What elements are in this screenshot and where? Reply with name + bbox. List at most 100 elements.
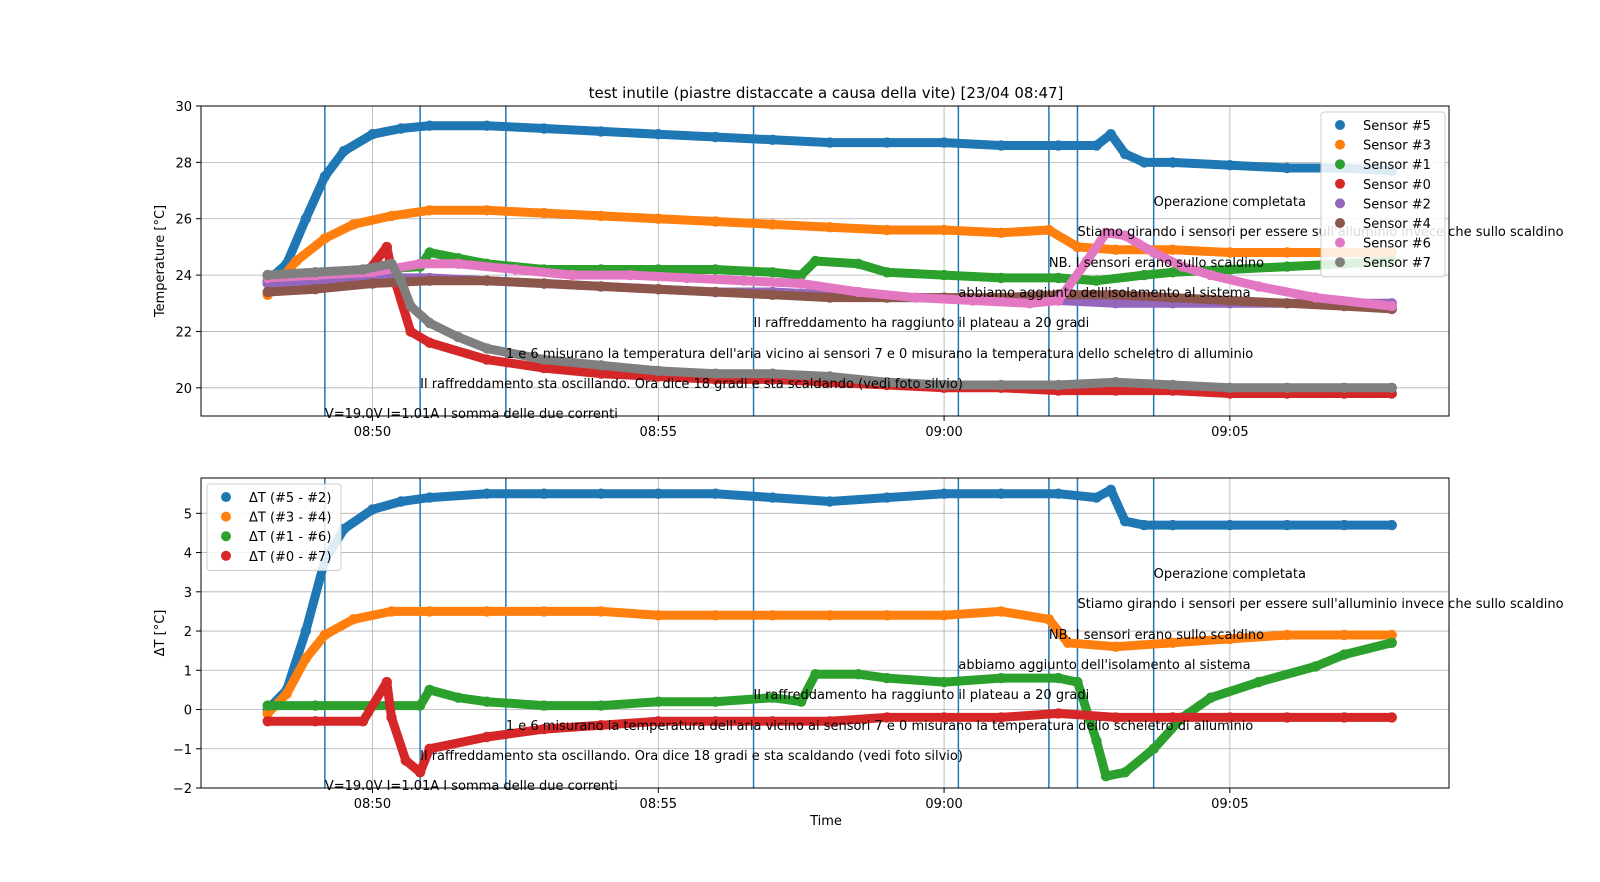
data-point xyxy=(538,123,550,134)
data-point xyxy=(938,137,950,148)
legend-label: Sensor #0 xyxy=(1363,178,1431,193)
legend-label: Sensor #5 xyxy=(1363,119,1431,134)
data-point xyxy=(481,606,492,617)
x-tick-label: 09:00 xyxy=(925,425,962,440)
event-annotation: NB. I sensori erano sullo scaldino xyxy=(1049,628,1264,643)
data-point xyxy=(1167,244,1178,255)
data-point xyxy=(938,488,950,499)
data-point xyxy=(710,264,721,275)
data-point xyxy=(400,755,411,766)
data-point xyxy=(996,606,1007,617)
data-point xyxy=(938,379,950,391)
data-point xyxy=(1072,241,1083,253)
data-point xyxy=(538,354,550,365)
legend-box xyxy=(1320,111,1446,278)
data-point xyxy=(510,264,521,275)
data-point xyxy=(824,496,835,507)
legend-marker xyxy=(221,492,231,502)
data-point xyxy=(395,123,407,134)
legend-marker xyxy=(1335,237,1345,248)
data-point xyxy=(424,205,435,216)
legend-label: Sensor #4 xyxy=(1363,217,1431,232)
data-point xyxy=(1224,295,1236,306)
data-point xyxy=(1053,379,1064,391)
data-point xyxy=(824,222,835,233)
y-tick-label: 1 xyxy=(184,664,192,679)
data-point xyxy=(996,227,1007,238)
event-annotation: 1 e 6 misurano la temperatura dell'aria … xyxy=(506,719,1253,734)
data-point xyxy=(481,120,492,131)
event-annotation: abbiamo aggiunto dell'isolamento al sist… xyxy=(958,658,1250,673)
data-point xyxy=(624,269,635,281)
data-point xyxy=(1105,129,1117,140)
data-point xyxy=(810,669,821,680)
data-point xyxy=(810,255,821,267)
data-point xyxy=(1167,157,1178,168)
data-point xyxy=(424,247,435,258)
data-point xyxy=(414,700,426,711)
data-point xyxy=(996,672,1007,684)
data-point xyxy=(310,716,321,727)
data-point xyxy=(1148,743,1159,754)
legend-marker xyxy=(1335,178,1345,189)
data-point xyxy=(386,606,397,617)
data-point xyxy=(357,264,369,275)
data-point xyxy=(357,716,369,727)
data-point xyxy=(653,213,664,224)
data-point xyxy=(1281,298,1293,309)
data-point xyxy=(881,267,893,278)
event-annotation: Operazione completata xyxy=(1154,195,1306,210)
data-point xyxy=(824,716,835,727)
data-point xyxy=(595,700,607,711)
data-point xyxy=(538,362,550,374)
data-point xyxy=(767,492,778,503)
data-point xyxy=(710,696,721,707)
event-annotation: abbiamo aggiunto dell'isolamento al sist… xyxy=(958,286,1250,301)
data-point xyxy=(738,275,750,286)
legend-label: Sensor #2 xyxy=(1363,197,1431,212)
data-point xyxy=(824,371,835,382)
legend-box xyxy=(206,483,342,571)
data-point xyxy=(424,606,435,617)
data-point xyxy=(710,610,721,621)
data-point xyxy=(424,743,435,754)
data-point xyxy=(1281,712,1293,723)
data-point xyxy=(1386,637,1398,648)
legend-label: Sensor #7 xyxy=(1363,256,1431,271)
data-point xyxy=(300,213,311,224)
data-point xyxy=(386,712,397,723)
data-point xyxy=(424,337,435,348)
data-point xyxy=(538,606,550,617)
data-point xyxy=(1339,649,1350,660)
x-tick-label: 09:05 xyxy=(1211,797,1248,812)
legend-marker xyxy=(1335,120,1345,130)
legend-label: ΔT (#1 - #6) xyxy=(249,530,331,545)
data-point xyxy=(538,207,550,219)
data-point xyxy=(481,731,492,743)
data-point xyxy=(481,275,492,286)
data-point xyxy=(595,126,607,137)
data-point xyxy=(1167,519,1178,531)
data-point xyxy=(710,216,721,227)
data-point xyxy=(938,269,950,281)
y-tick-label: 0 xyxy=(184,704,192,719)
x-tick-label: 08:55 xyxy=(640,797,677,812)
data-point xyxy=(1167,292,1178,303)
data-point xyxy=(1110,377,1121,388)
delta-t-panel: V=19.0V I=1.01A I somma delle due corren… xyxy=(153,477,1564,812)
data-point xyxy=(424,492,435,503)
data-point xyxy=(300,625,311,637)
series-trace xyxy=(263,121,1397,286)
data-point xyxy=(367,129,378,140)
data-point xyxy=(319,233,330,244)
data-point xyxy=(1167,637,1178,648)
data-point xyxy=(1224,247,1236,258)
data-point xyxy=(1091,735,1102,747)
data-point xyxy=(1110,641,1121,652)
data-point xyxy=(996,140,1007,151)
data-point xyxy=(767,716,778,727)
data-point xyxy=(1110,712,1121,723)
data-point xyxy=(710,368,721,379)
legend-label: Sensor #3 xyxy=(1363,139,1431,154)
data-point xyxy=(381,241,392,253)
